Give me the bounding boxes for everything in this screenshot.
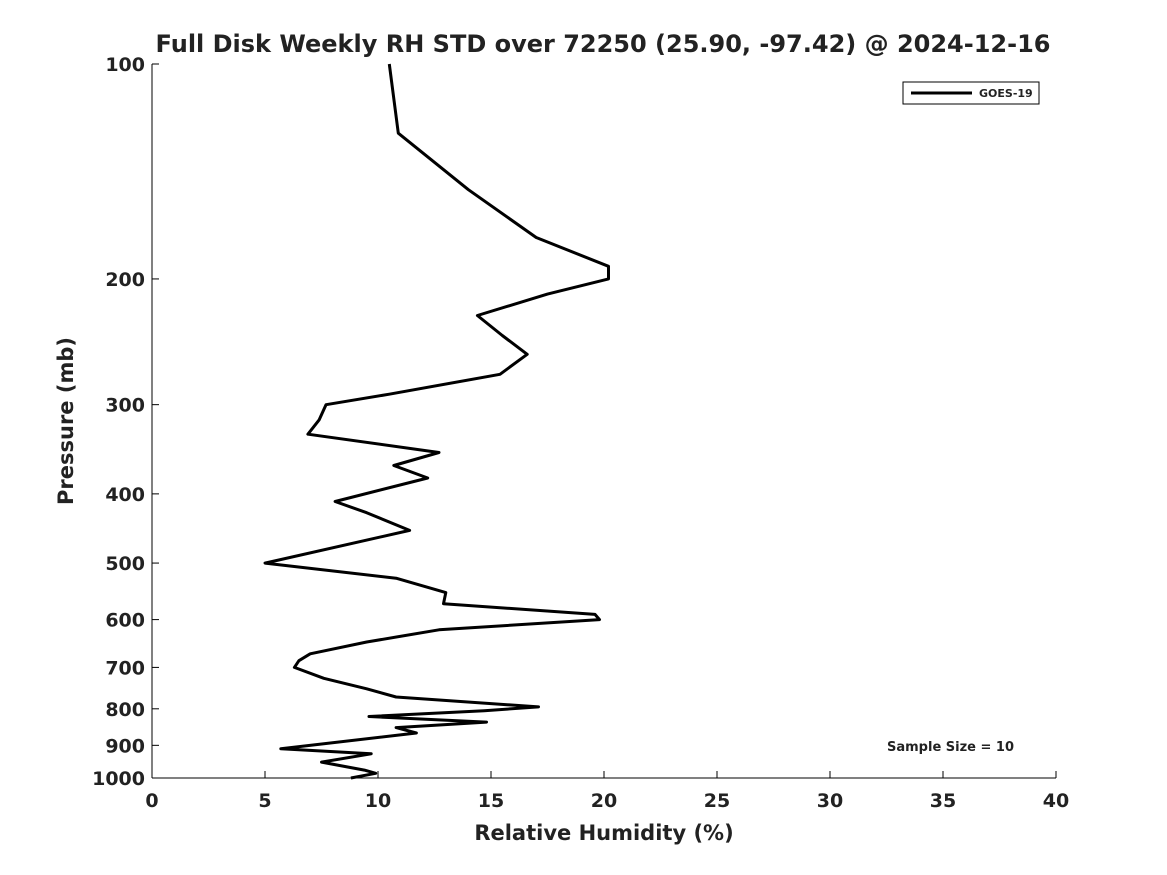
legend: GOES-19 [902, 81, 1040, 105]
x-ticks: 0 5 10 15 20 25 30 35 40 [145, 771, 1069, 812]
y-tick-label: 1000 [92, 768, 145, 790]
sample-size-annotation: Sample Size = 10 [887, 740, 1014, 755]
x-tick-label: 25 [704, 790, 730, 812]
series-line-goes-19 [263, 63, 610, 780]
y-tick-label: 100 [105, 54, 145, 76]
y-tick-label: 300 [105, 395, 145, 417]
x-tick-label: 5 [258, 790, 271, 812]
y-axis-label: Pressure (mb) [54, 337, 78, 505]
y-ticks: 100 200 300 400 500 600 700 800 900 1000 [92, 54, 159, 790]
x-tick-label: 0 [145, 790, 158, 812]
x-axis-label: Relative Humidity (%) [474, 821, 733, 845]
plot-frame [152, 64, 1056, 778]
y-tick-label: 900 [105, 735, 145, 757]
x-tick-label: 15 [478, 790, 504, 812]
y-tick-label: 500 [105, 553, 145, 575]
y-tick-label: 600 [105, 610, 145, 632]
chart-title: Full Disk Weekly RH STD over 72250 (25.9… [156, 30, 1051, 58]
x-tick-label: 35 [930, 790, 956, 812]
y-tick-label: 700 [105, 657, 145, 679]
y-tick-label: 400 [105, 484, 145, 506]
legend-label: GOES-19 [979, 87, 1033, 100]
y-tick-label: 200 [105, 269, 145, 291]
series-group [263, 63, 610, 780]
y-tick-label: 800 [105, 699, 145, 721]
x-tick-label: 20 [591, 790, 617, 812]
x-tick-label: 10 [365, 790, 391, 812]
plot-area: 0 5 10 15 20 25 30 35 40 100 200 300 400 500 600 700 80… [92, 54, 1069, 812]
x-tick-label: 40 [1043, 790, 1069, 812]
x-tick-label: 30 [817, 790, 843, 812]
